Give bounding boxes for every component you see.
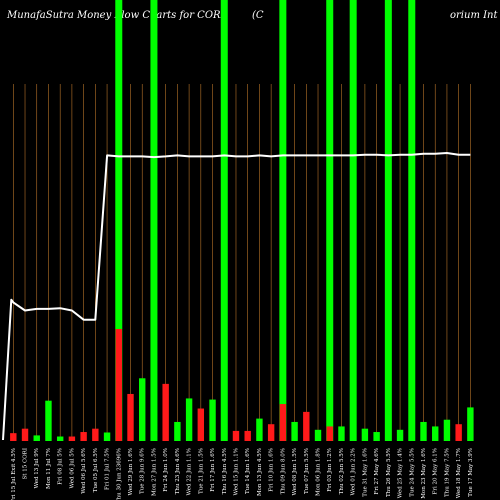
flow-bar xyxy=(103,432,111,441)
flow-bar xyxy=(420,421,427,441)
flow-bar xyxy=(279,404,287,441)
flow-bar xyxy=(314,429,322,441)
x-tick-label: Thu 02 Jun 5.5% xyxy=(339,448,345,494)
flow-bar xyxy=(68,436,76,441)
flow-bar xyxy=(10,433,17,441)
x-tick-label: Wed 06 Jul 5.6% xyxy=(81,448,87,494)
flow-bar xyxy=(385,414,392,441)
price-line xyxy=(2,152,471,441)
highlight-column xyxy=(408,0,416,441)
highlight-column xyxy=(384,0,392,441)
flow-bar xyxy=(80,432,87,441)
flow-bar xyxy=(45,400,52,441)
flow-bar xyxy=(408,429,415,441)
highlight-column xyxy=(150,0,158,441)
flow-bar xyxy=(432,426,439,441)
flow-bar xyxy=(338,426,345,441)
x-tick-label: Fri 15 Jul Exit 4.5% xyxy=(11,448,17,500)
flow-bar xyxy=(256,418,263,441)
flow-bar xyxy=(267,424,275,441)
highlight-columns xyxy=(115,0,416,441)
x-tick-label: Mon 23 May 1.6% xyxy=(421,448,427,499)
chart-title-right: orium Int xyxy=(450,10,498,21)
x-tick-label: Fri 01 Jul 7.5% xyxy=(105,448,111,490)
flow-bar xyxy=(396,429,404,441)
x-tick-label: Fri 08 Jul 5% xyxy=(58,448,64,485)
flow-bar xyxy=(150,410,158,441)
x-tick-label: Fri 10 Jun 1.6% xyxy=(269,448,275,492)
x-tick-label: Fri 20 May 6.1% xyxy=(433,448,439,494)
chart-title: MunafaSutra Money Flow Charts for CORI (… xyxy=(6,10,498,21)
x-tick-label: Fri 03 Jun 1.2% xyxy=(327,448,333,492)
highlight-column xyxy=(279,0,287,441)
flow-bar xyxy=(127,393,134,441)
flow-bar xyxy=(56,436,64,441)
x-tick-label: Wed 06 Jul 5% xyxy=(69,448,75,488)
x-tick-label: Fri 24 Jun 1.0% xyxy=(163,448,169,492)
flow-bar xyxy=(291,421,298,441)
x-tick-label: Wed 08 Jun 1.5% xyxy=(292,448,298,496)
x-tick-label: Wed 25 May 1.4% xyxy=(398,448,404,498)
flow-bar xyxy=(303,411,310,441)
flow-bar xyxy=(185,398,193,441)
flow-bar xyxy=(21,428,29,441)
x-tick-label: Wed 13 Jul 9% xyxy=(34,448,40,488)
chart-title-middle: (C xyxy=(252,10,264,21)
x-tick-label: St 15 CORI xyxy=(23,448,29,480)
x-tick-label: Fri 17 Jun 1.6% xyxy=(210,448,216,492)
x-tick-label: Mon 27 Jun 1.5% xyxy=(151,448,157,496)
flow-bar xyxy=(373,432,380,441)
x-tick-label: Wed 22 Jun 1.1% xyxy=(187,448,193,496)
flow-bar xyxy=(467,407,474,441)
x-tick-label: Mon 06 Jun 1.8% xyxy=(316,448,322,496)
x-tick-label: Wed 18 May 1.7% xyxy=(456,448,462,498)
flow-bar xyxy=(221,435,228,441)
highlight-column xyxy=(220,0,228,441)
flow-bar xyxy=(443,419,451,441)
flow-bar xyxy=(244,430,251,441)
flow-bar xyxy=(361,428,369,441)
flow-bar xyxy=(92,428,99,441)
x-tick-label: Fri 27 May 4.6% xyxy=(374,448,380,494)
flow-bar xyxy=(174,421,181,441)
x-tick-label: Thu 23 Jun 4.6% xyxy=(175,448,181,494)
flow-bar xyxy=(139,378,146,441)
x-tick-label: Wed 29 Jun 1.6% xyxy=(128,448,134,496)
flow-bar xyxy=(455,424,462,441)
x-tick-label: Wed 15 Jun 1.1% xyxy=(233,448,239,496)
money-flow-bars xyxy=(10,329,474,441)
x-tick-label: Tue 14 Jun 1.6% xyxy=(245,448,251,494)
highlight-column xyxy=(115,0,123,441)
vertical-gridlines xyxy=(13,84,471,441)
x-tick-label: Thu 16 Jun 4.5% xyxy=(222,448,228,494)
x-tick-label: Tue 31 May 1.6% xyxy=(362,448,368,497)
flow-bar xyxy=(115,329,122,441)
flow-bar xyxy=(232,430,240,441)
highlight-column xyxy=(349,0,357,441)
flow-bar xyxy=(33,435,40,441)
x-tick-label: Tue 24 May 5.5% xyxy=(409,448,415,497)
x-tick-label: Tue 17 May 3.9% xyxy=(468,448,474,497)
x-tick-label: Thu 26 May 5.5% xyxy=(386,448,392,497)
x-tick-label: Tue 07 Jun 5.5% xyxy=(304,448,310,494)
x-tick-label: Mon 11 Jul 7% xyxy=(46,448,52,489)
x-tick-labels: Fri 15 Jul Exit 4.5% St 15 CORI Wed 13 Jul… xyxy=(11,448,474,500)
x-tick-label: Thu 19 May 7.5% xyxy=(444,448,450,497)
x-tick-label: Tue 21 Jun 1.5% xyxy=(198,448,204,494)
x-tick-label: Tue 05 Jul 6.5% xyxy=(93,448,99,492)
flow-bar xyxy=(326,426,333,441)
flow-bar xyxy=(349,414,357,441)
x-tick-label: Thu 30 Jun 23696% xyxy=(116,448,122,500)
flow-bar xyxy=(162,383,169,441)
x-tick-label: Thu 09 Jun 8.0% xyxy=(280,448,286,494)
x-tick-label: Mon 13 Jun 4.5% xyxy=(257,448,263,496)
highlight-column xyxy=(326,0,334,441)
flow-bar xyxy=(209,399,216,441)
x-tick-label: Wed 01 Jun 2.2% xyxy=(351,448,357,496)
flow-bar xyxy=(197,408,205,441)
price-line-path xyxy=(2,152,471,441)
x-tick-label: Tue 28 Jun 9.6% xyxy=(140,448,146,494)
